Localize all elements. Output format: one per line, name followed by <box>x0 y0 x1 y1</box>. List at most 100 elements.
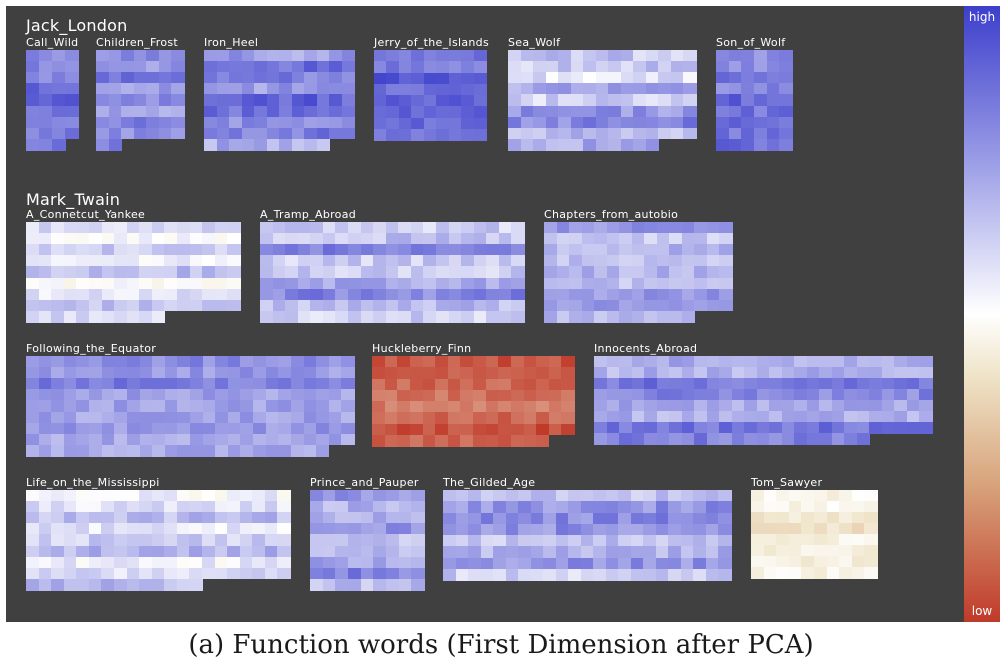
heatmap-cell <box>341 83 355 96</box>
heatmap-cell <box>202 378 216 390</box>
heatmap-cell <box>680 523 695 536</box>
heatmap-cell <box>511 310 525 323</box>
heatmap-cell <box>486 222 500 234</box>
heatmap-cell <box>505 501 519 514</box>
heatmap-cell <box>658 50 672 62</box>
heatmap-cell <box>919 367 933 379</box>
heatmap-cell <box>285 233 299 245</box>
heatmap-cell <box>26 50 40 62</box>
heatmap-cell <box>826 534 840 546</box>
heatmap-cell <box>461 266 475 279</box>
heatmap-cell <box>794 411 808 423</box>
book-title: The_Gilded_Age <box>443 476 536 489</box>
heatmap-cell <box>177 255 191 268</box>
heatmap-cell <box>121 72 135 84</box>
heatmap-cell <box>316 61 330 73</box>
heatmap-cell <box>906 389 921 401</box>
heatmap-cell <box>461 83 475 96</box>
heatmap-cell <box>594 378 608 390</box>
heatmap-cell <box>411 567 425 580</box>
heatmap-cell <box>544 266 558 279</box>
heatmap-cell <box>372 378 386 391</box>
heatmap-cell <box>51 299 65 312</box>
heatmap-cell <box>631 310 645 323</box>
heatmap-cell <box>177 222 191 234</box>
heatmap-cell <box>670 105 685 118</box>
heatmap-cell <box>260 233 274 245</box>
heatmap-cell <box>398 233 412 245</box>
heatmap-cell <box>719 400 733 412</box>
heatmap-cell <box>744 411 758 423</box>
heatmap-cell <box>266 116 280 129</box>
heatmap-cell <box>756 356 770 368</box>
heatmap-cell <box>894 378 908 390</box>
heatmap-cell <box>448 83 462 96</box>
heatmap-cell <box>341 400 355 413</box>
heatmap-cell <box>644 288 658 301</box>
heatmap-cell <box>656 389 670 401</box>
book-title: A_Tramp_Abroad <box>260 208 357 221</box>
heatmap-cell <box>741 94 755 107</box>
heatmap-cell <box>373 266 387 279</box>
heatmap-cell <box>76 233 90 245</box>
heatmap-cell <box>158 50 173 62</box>
heatmap-cell <box>189 222 203 234</box>
heatmap-cell <box>360 523 374 536</box>
heatmap-cell <box>776 523 790 535</box>
heatmap-cell <box>630 546 644 559</box>
heatmap-cell <box>126 422 141 435</box>
heatmap-cell <box>570 50 584 62</box>
heatmap-cell <box>881 367 896 379</box>
heatmap-cell <box>384 367 398 380</box>
heatmap-cell <box>266 94 280 107</box>
heatmap-cell <box>719 356 733 368</box>
heatmap-cell <box>856 433 870 445</box>
heatmap-cell <box>252 523 266 536</box>
heatmap-cell <box>776 556 790 568</box>
heatmap-cell <box>543 557 557 570</box>
heatmap-cell <box>856 356 870 368</box>
heatmap-cell <box>214 534 228 547</box>
heatmap-cell <box>227 512 241 524</box>
heatmap-cell <box>581 266 595 279</box>
heatmap-cell <box>291 105 305 118</box>
heatmap-cell <box>819 411 833 423</box>
heatmap-cell <box>447 367 461 380</box>
heatmap-cell <box>447 434 461 447</box>
heatmap-cell <box>51 378 65 390</box>
heatmap-cell <box>373 545 387 558</box>
heatmap-cell <box>121 116 135 129</box>
heatmap-cell <box>580 501 594 514</box>
heatmap-cell <box>763 512 777 524</box>
heatmap-cell <box>630 490 644 502</box>
heatmap-cell <box>814 490 828 502</box>
heatmap-cell <box>744 367 758 379</box>
heatmap-cell <box>556 244 570 256</box>
heatmap-cell <box>498 255 513 268</box>
heatmap-cell <box>139 255 153 268</box>
heatmap-cell <box>151 222 166 234</box>
heatmap-cell <box>386 512 400 524</box>
heatmap-cell <box>114 411 128 424</box>
heatmap-cell <box>341 116 355 129</box>
heatmap-cell <box>869 422 883 434</box>
heatmap-cell <box>693 557 707 570</box>
heatmap-cell <box>706 233 721 245</box>
heatmap-cell <box>633 83 647 96</box>
heatmap-cell <box>101 556 115 569</box>
heatmap-cell <box>214 523 228 536</box>
heatmap-cell <box>814 545 828 557</box>
heatmap-cell <box>139 433 153 446</box>
heatmap-cell <box>435 367 449 380</box>
heatmap-cell <box>619 299 633 312</box>
heatmap-cell <box>101 389 115 402</box>
heatmap-cell <box>423 61 437 74</box>
heatmap-cell <box>384 423 398 436</box>
heatmap-cell <box>202 367 216 379</box>
heatmap-cell <box>310 578 324 591</box>
book-heatmap: A_Tramp_Abroad <box>260 208 525 323</box>
heatmap-cell <box>139 389 153 402</box>
heatmap-cell <box>511 277 525 290</box>
heatmap-cell <box>510 367 525 380</box>
heatmap-cell <box>114 501 128 513</box>
